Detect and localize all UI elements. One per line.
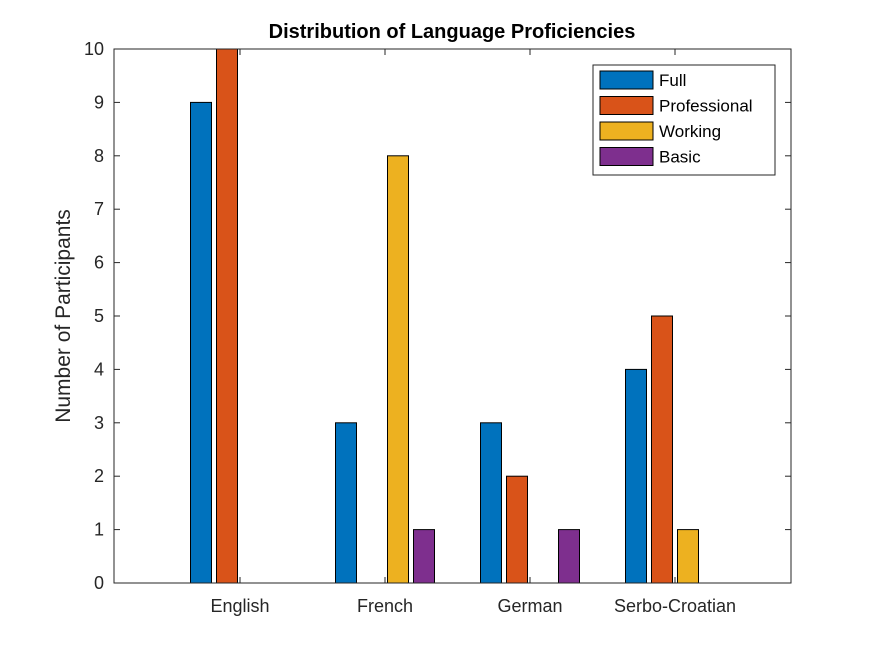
legend-swatch-full <box>599 70 654 90</box>
y-tick-label: 1 <box>94 520 104 540</box>
legend-swatch-professional <box>599 96 654 115</box>
legend-swatch-basic <box>599 147 654 166</box>
x-tick-label: French <box>357 596 413 616</box>
legend-label-professional: Professional <box>659 97 753 116</box>
legend: Full Professional Working Basic <box>592 64 776 176</box>
y-tick-label: 2 <box>94 466 104 486</box>
x-tick-label: Serbo-Croatian <box>614 596 736 616</box>
bar-full-serbo-croatian <box>625 368 647 584</box>
bar-basic-french <box>413 529 435 584</box>
bar-professional-serbo-croatian <box>651 315 673 584</box>
y-tick-label: 9 <box>94 92 104 112</box>
bar-basic-german <box>558 529 580 584</box>
legend-label-working: Working <box>659 122 721 141</box>
legend-swatch-working <box>599 121 654 141</box>
legend-label-basic: Basic <box>659 148 701 167</box>
y-tick-label: 6 <box>94 253 104 273</box>
plot-frame <box>113 48 792 584</box>
legend-label-full: Full <box>659 71 686 90</box>
bar-working-serbo-croatian <box>677 529 699 584</box>
y-tick-label: 8 <box>94 146 104 166</box>
x-ticks-group: English French German Serbo-Croatian <box>210 49 736 616</box>
chart-title: Distribution of Language Proficiencies <box>269 21 636 43</box>
y-tick-label: 4 <box>94 359 104 379</box>
bar-working-french <box>387 155 409 584</box>
bar-professional-english <box>216 48 238 584</box>
y-tick-label: 5 <box>94 306 104 326</box>
y-tick-label: 0 <box>94 573 104 593</box>
y-ticks-group: 0 1 2 3 4 5 6 7 8 9 10 <box>84 39 791 593</box>
bar-professional-german <box>506 475 528 584</box>
y-tick-label: 7 <box>94 199 104 219</box>
y-tick-label: 3 <box>94 413 104 433</box>
bars-group <box>190 48 699 584</box>
bar-full-german <box>480 422 502 584</box>
bar-full-english <box>190 101 212 584</box>
y-axis-label: Number of Participants <box>52 209 75 423</box>
y-tick-label: 10 <box>84 39 104 59</box>
x-tick-label: English <box>210 596 269 616</box>
bar-full-french <box>335 422 357 584</box>
x-tick-label: German <box>497 596 562 616</box>
